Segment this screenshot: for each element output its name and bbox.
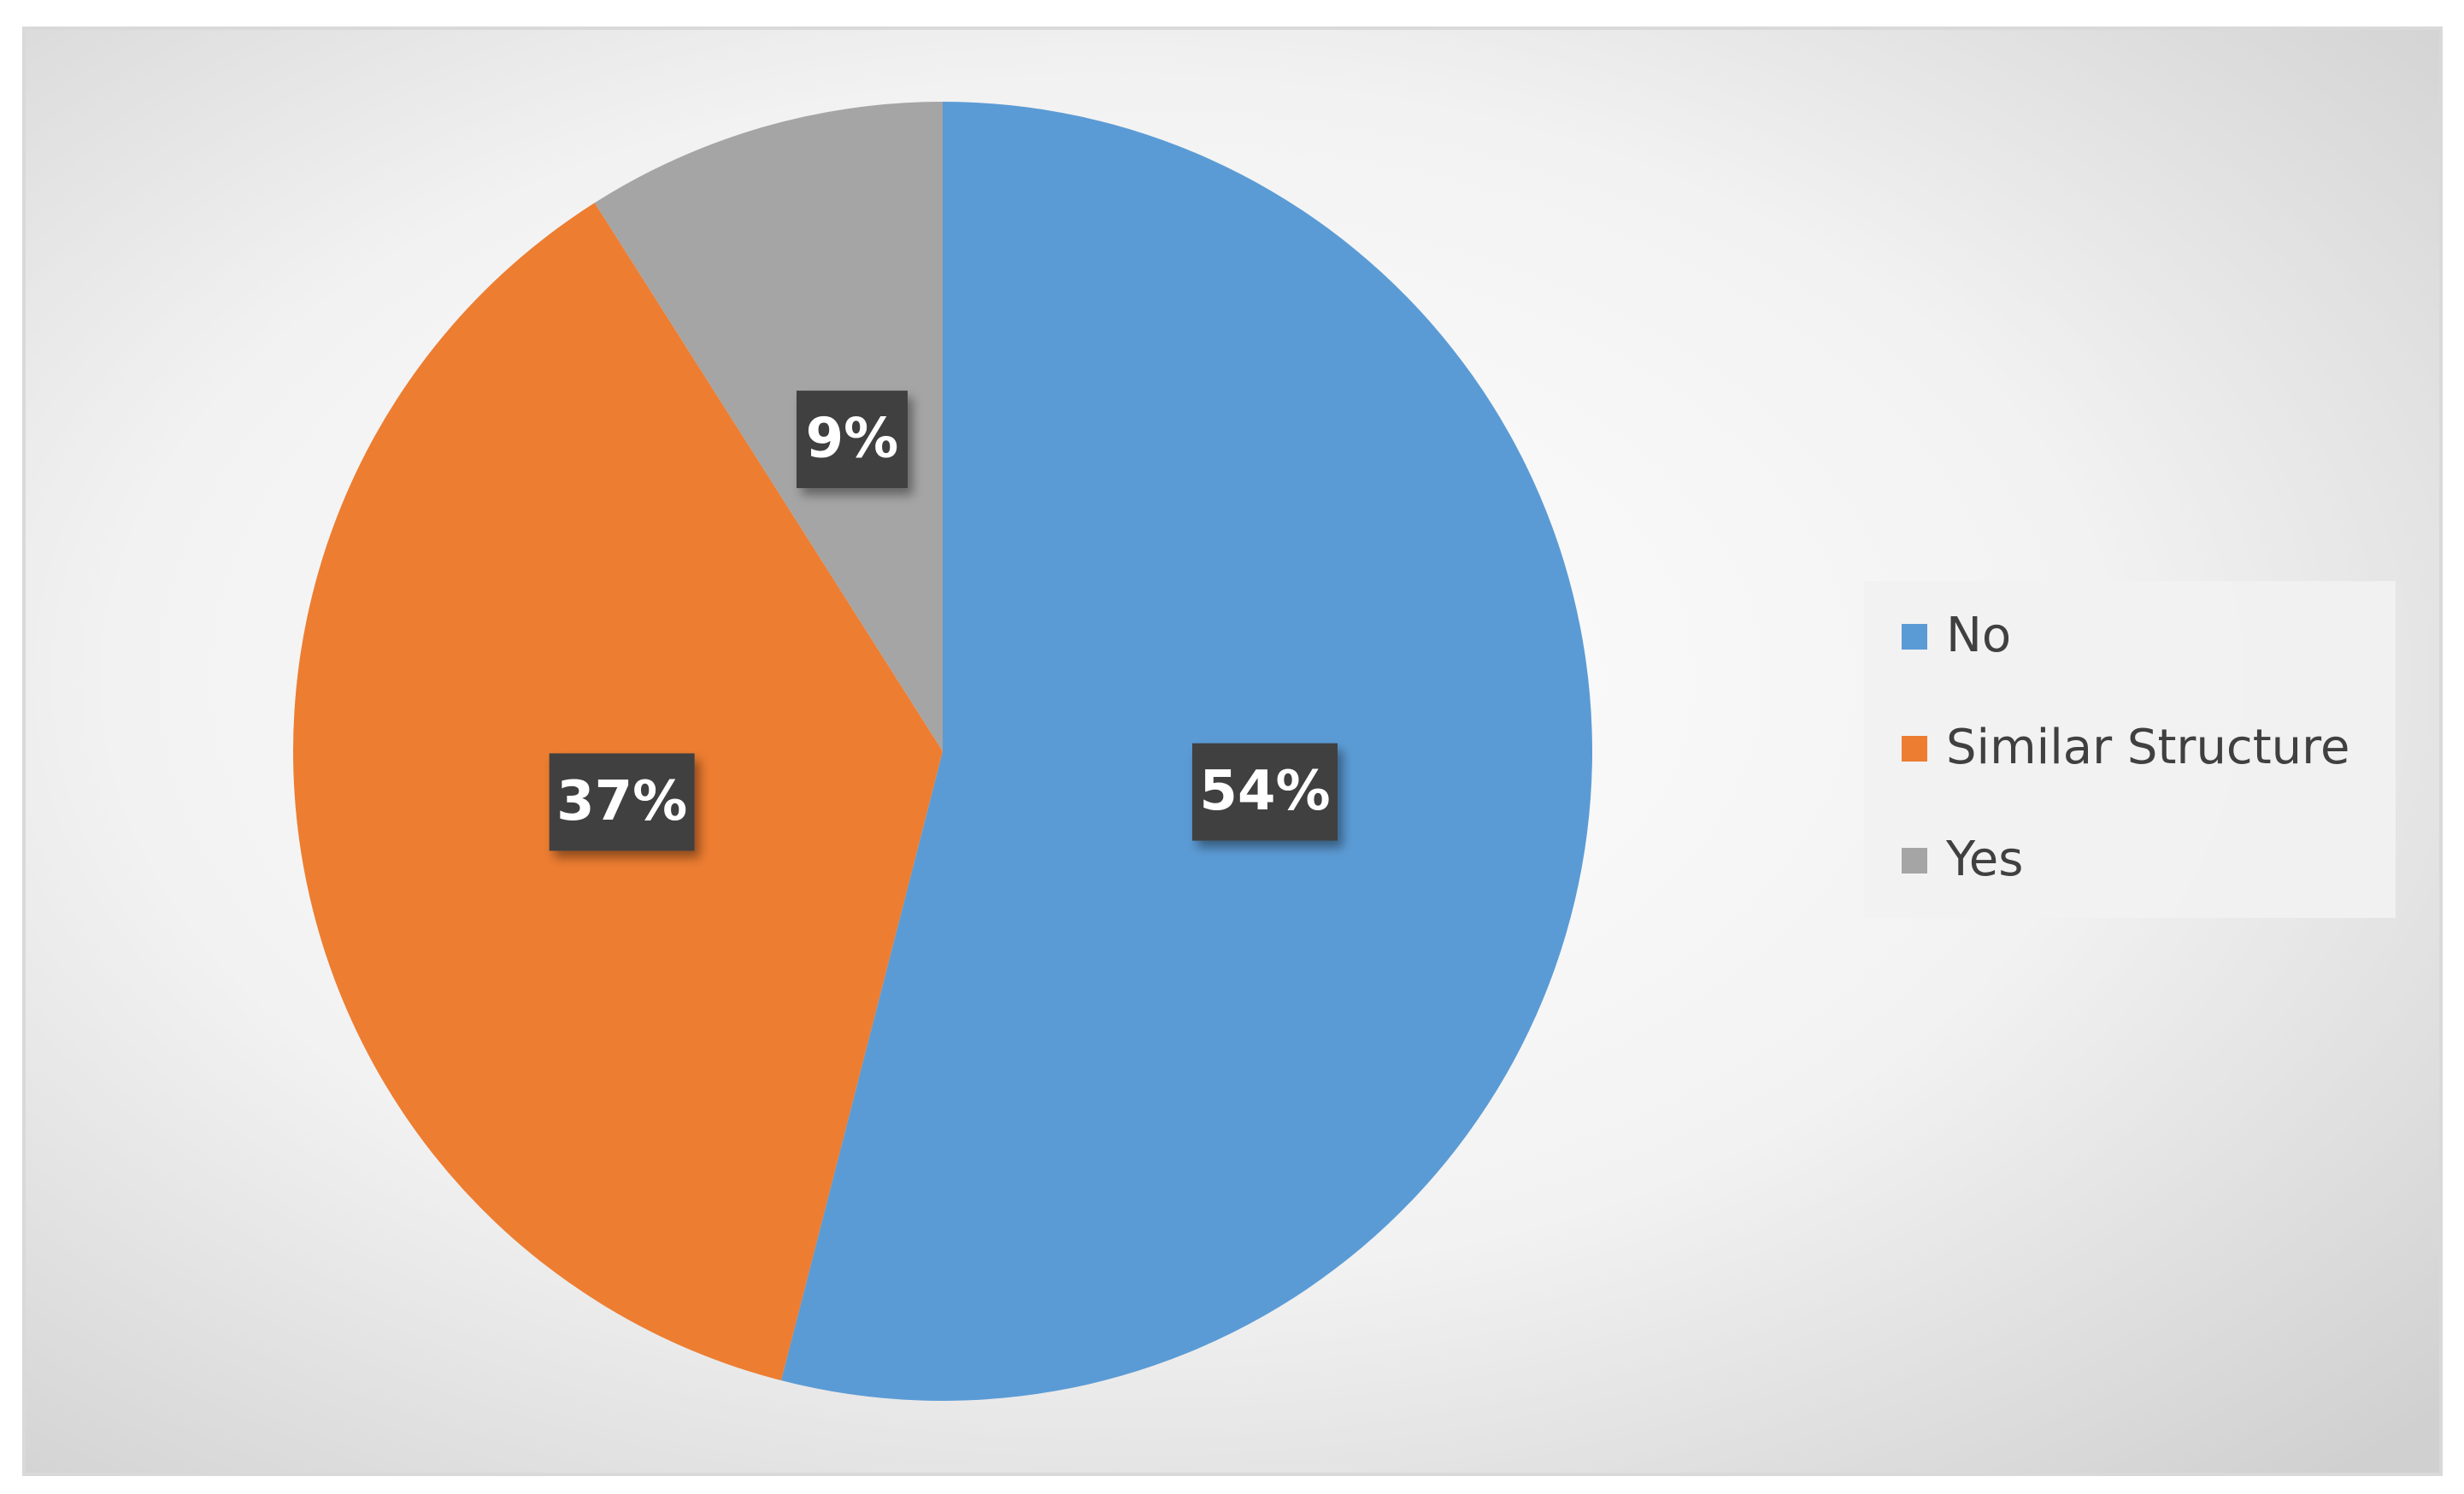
legend-label: Similar Structure <box>1946 720 2349 775</box>
legend-swatch <box>1902 736 1927 762</box>
legend-swatch <box>1902 848 1927 873</box>
legend-label: Yes <box>1945 832 2023 887</box>
data-label-box <box>1192 743 1338 841</box>
data-label-box <box>549 753 695 851</box>
data-label: 54% <box>1199 760 1330 823</box>
legend-box <box>1864 581 2396 918</box>
data-label: 37% <box>556 770 687 833</box>
legend-swatch <box>1902 624 1927 650</box>
legend-label: No <box>1946 608 2011 663</box>
data-label: 9% <box>806 408 899 471</box>
pie-slice <box>780 102 1593 1401</box>
data-label-box <box>796 391 908 489</box>
pie-slice <box>594 102 943 751</box>
